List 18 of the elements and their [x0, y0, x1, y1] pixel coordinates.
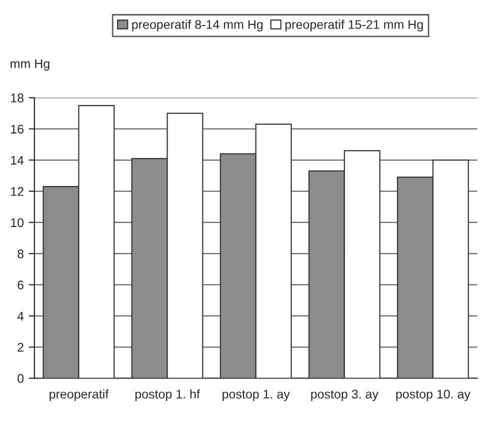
x-tick-label: postop 10. ay	[396, 390, 470, 402]
y-tick-label: 16	[11, 124, 24, 134]
x-tick-label: postop 1. ay	[222, 390, 290, 402]
x-tick-label: postop 1. hf	[135, 389, 200, 402]
y-axis-title: mm Hg	[10, 59, 50, 71]
y-tick-label: 2	[18, 342, 24, 352]
y-tick-label: 0	[18, 374, 24, 383]
legend-label: preoperatif 15-21 mm Hg	[285, 20, 423, 32]
y-tick-label: 12	[11, 187, 24, 196]
legend-label: preoperatif 8-14 mm Hg	[132, 20, 263, 32]
y-tick-label: 18	[11, 94, 24, 102]
y-tick-label: 14	[11, 156, 24, 165]
x-tick-label: preoperatif	[50, 389, 109, 402]
x-tick-label: postop 3. ay	[311, 390, 378, 402]
y-tick-label: 4	[17, 312, 24, 320]
y-tick-label: 8	[18, 249, 24, 258]
y-tick-label: 10	[11, 218, 24, 228]
y-tick-label: 6	[18, 280, 24, 290]
